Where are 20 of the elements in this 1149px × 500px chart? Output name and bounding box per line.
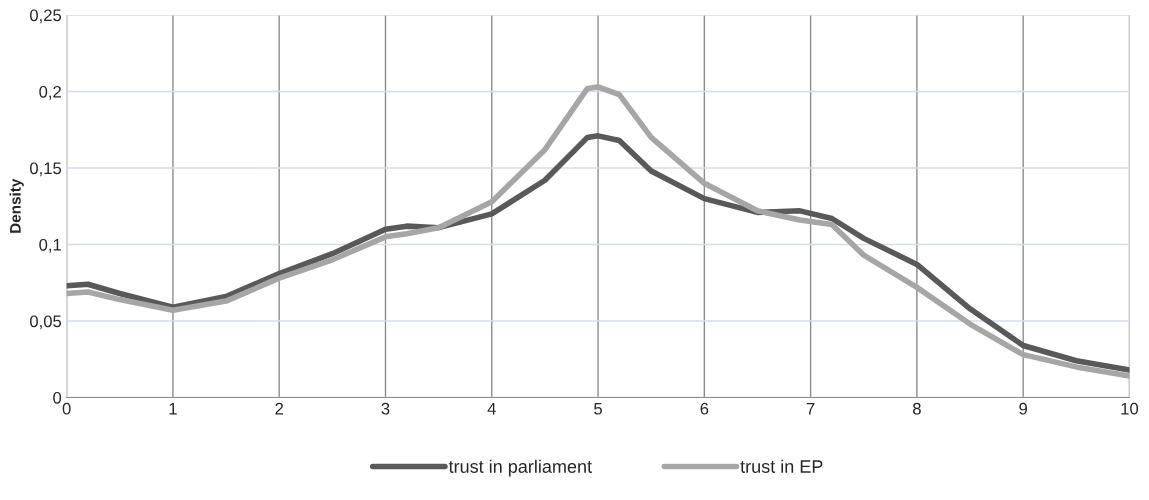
x-tick-label: 9	[1019, 402, 1028, 415]
y-tick-label: 0,15	[30, 162, 62, 177]
x-tick-label: 4	[487, 402, 496, 415]
x-tick-label: 7	[806, 402, 815, 415]
x-tick-label: 1	[169, 402, 177, 415]
y-tick-label: 0,25	[30, 9, 62, 24]
x-tick-label: 6	[700, 402, 709, 415]
x-tick-label: 0	[62, 402, 71, 415]
legend-label: trust in parliament	[448, 459, 592, 477]
y-tick-label: 0	[53, 391, 62, 404]
x-tick-label: 10	[1121, 402, 1139, 415]
y-axis-title: Density	[9, 178, 24, 233]
y-tick-label: 0,1	[39, 238, 61, 253]
legend-label: trust in EP	[740, 459, 823, 473]
x-tick-label: 5	[594, 402, 602, 415]
x-tick-label: 3	[381, 402, 390, 415]
x-tick-label: 2	[275, 402, 284, 415]
x-tick-label: 8	[912, 402, 921, 415]
y-tick-label: 0,2	[39, 85, 61, 100]
y-tick-label: 0,05	[30, 315, 62, 330]
